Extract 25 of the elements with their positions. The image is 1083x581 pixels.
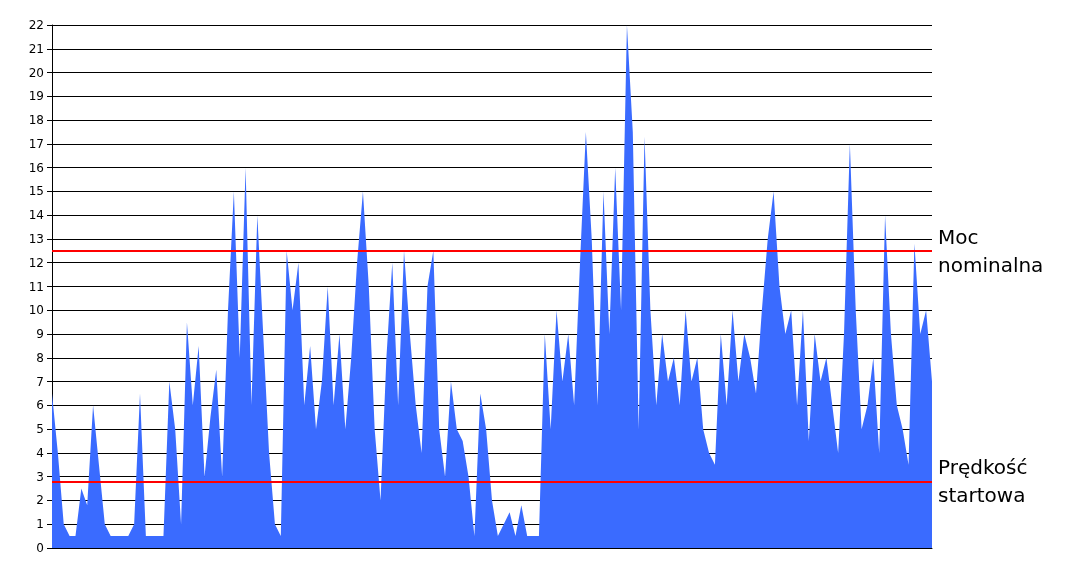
y-tick-label: 2: [36, 493, 44, 508]
y-tick-label: 20: [28, 65, 44, 80]
y-tick-label: 21: [28, 41, 44, 56]
y-tick-label: 17: [28, 136, 44, 151]
y-tick-label: 4: [36, 445, 44, 460]
y-tick-label: 5: [36, 422, 44, 437]
y-tick-label: 12: [28, 255, 44, 270]
y-tick-label: 11: [28, 279, 44, 294]
y-tick-label: 7: [36, 374, 44, 389]
y-tick-label: 22: [28, 18, 44, 32]
y-tick-label: 3: [36, 469, 44, 484]
ref-line-label: Moc nominalna: [938, 224, 1044, 277]
y-tick-label: 9: [36, 327, 44, 342]
y-tick-label: 8: [36, 350, 44, 365]
y-tick-label: 19: [28, 89, 44, 104]
y-tick-label: 6: [36, 398, 44, 413]
y-tick-label: 10: [28, 303, 44, 318]
y-tick-label: 16: [28, 160, 44, 175]
y-tick-label: 15: [28, 184, 44, 199]
y-tick-label: 18: [28, 113, 44, 128]
y-tick-label: 0: [36, 541, 44, 555]
y-tick-label: 14: [28, 208, 44, 223]
y-tick-label: 13: [28, 231, 44, 246]
ref-line-label: Prędkość startowa: [938, 455, 1034, 508]
y-tick-label: 1: [36, 517, 44, 532]
